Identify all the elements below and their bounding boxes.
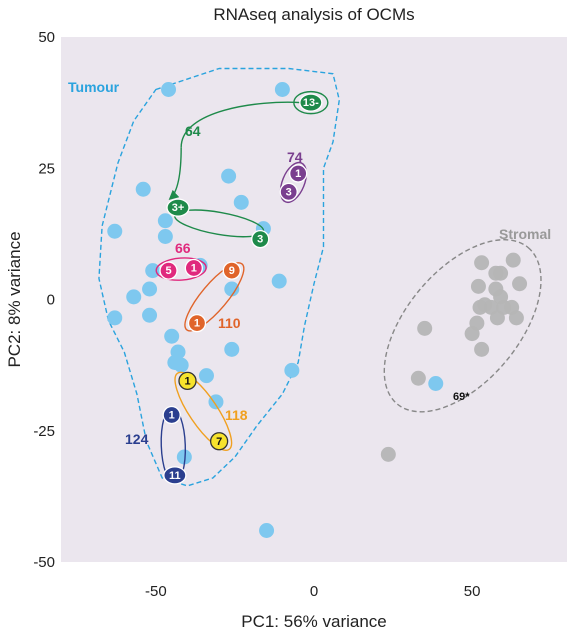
patient-label-118: 118 [225, 407, 248, 423]
sample-badge-label: 3 [286, 186, 292, 198]
x-tick-label: 0 [310, 583, 318, 600]
group-label-tumour: Tumour [68, 79, 120, 95]
tumour-point [224, 341, 240, 357]
tumour-point [224, 281, 240, 297]
sample-badge-66 [159, 261, 178, 280]
x-tick-label: -50 [145, 583, 167, 600]
x-axis-label: PC1: 56% variance [241, 612, 387, 631]
sample-badge-74 [279, 182, 298, 202]
stromal-point [380, 446, 396, 462]
sample-badge-label: 3+ [172, 202, 185, 214]
tumour-point [274, 82, 290, 97]
tumour-point [107, 223, 123, 239]
sample-badge-label: 7 [216, 436, 222, 448]
tumour-point [233, 194, 249, 210]
patient-label-64: 64 [185, 123, 201, 139]
stromal-point [470, 278, 486, 294]
stromal-point [472, 299, 488, 315]
y-tick-label: 0 [47, 292, 55, 309]
y-tick-label: 50 [38, 29, 55, 46]
group-outlines [98, 67, 542, 487]
sample-badge-label: 1 [191, 263, 197, 275]
stromal-point [508, 310, 524, 326]
tumour-point [157, 229, 173, 244]
sample-badge-74 [289, 164, 308, 183]
sample-badge-label: 9 [229, 265, 235, 277]
tumour-point [284, 362, 300, 378]
stromal-group-outline [383, 239, 542, 413]
ellipse-66 [155, 257, 207, 281]
tumour-point [126, 289, 142, 305]
sample-badge-label: 1 [169, 410, 175, 422]
tumour-point [428, 376, 444, 391]
labels: Tumour Stromal 64 74 66 110 118 124 69* [68, 79, 551, 447]
patient-label-74: 74 [287, 149, 303, 165]
x-tick-label: 50 [464, 583, 481, 600]
sample-badge-label: 13- [303, 97, 319, 109]
y-axis-label: PC2: 8% variance [5, 231, 24, 367]
sample-badge-label: 1 [184, 375, 190, 387]
arrow-64-b [168, 147, 182, 201]
tumour-point [135, 181, 151, 197]
sample-badge-label: 3 [257, 234, 263, 246]
tumour-point [142, 307, 158, 323]
sample-badge-64 [299, 93, 323, 112]
tumour-point [145, 263, 161, 279]
y-tick-label: -50 [33, 554, 55, 571]
tumour-point [271, 273, 287, 289]
stromal-point [410, 370, 426, 386]
stromal-point [505, 252, 521, 268]
tumour-point [107, 310, 123, 326]
tumour-point [173, 357, 189, 373]
sample-badge-64 [166, 198, 190, 217]
sample-badge-118 [209, 432, 229, 451]
sample-badge-66 [184, 258, 203, 278]
tumour-point [221, 168, 237, 184]
stromal-point [474, 255, 490, 271]
sample-badge-124 [162, 405, 181, 425]
tumour-point [208, 394, 224, 410]
sample-badge-label: 5 [165, 265, 171, 277]
annotation-69: 69* [453, 391, 470, 403]
chart-title: RNAseq analysis of OCMs [213, 5, 414, 24]
tumour-group-outline [98, 67, 340, 487]
sample-badge-110 [222, 261, 241, 280]
axis-ticks: -50 0 50 50 25 0 -25 -50 [33, 29, 480, 600]
ellipse-118 [174, 371, 233, 451]
sample-badge-label: 1 [295, 168, 301, 180]
y-tick-label: 25 [38, 160, 55, 177]
tumour-point [142, 281, 158, 297]
data-points [107, 82, 528, 538]
group-label-stromal: Stromal [499, 226, 551, 242]
sample-badge-64 [251, 229, 270, 249]
ellipse-110 [184, 262, 245, 332]
patient-label-110: 110 [218, 315, 241, 331]
ellipse-74 [279, 161, 308, 204]
patient-arrows [168, 101, 302, 201]
stromal-point [512, 276, 528, 292]
stromal-point [474, 341, 490, 357]
stromal-point [489, 310, 505, 326]
sample-badge-label: 1 [194, 318, 200, 330]
sample-badge-label: 11 [169, 470, 181, 482]
sample-badge-118 [178, 371, 197, 391]
arrow-64-a [180, 101, 302, 148]
sample-badge-124 [163, 466, 187, 485]
stromal-point [488, 265, 504, 281]
y-tick-label: -25 [33, 423, 55, 440]
sample-badge-110 [187, 313, 207, 333]
tumour-point [164, 328, 180, 344]
patient-label-124: 124 [125, 431, 149, 447]
tumour-point [157, 213, 173, 229]
tumour-point [176, 449, 192, 465]
patient-label-66: 66 [175, 240, 191, 256]
stromal-point [464, 326, 480, 342]
stromal-point [417, 320, 433, 336]
tumour-point [198, 368, 214, 384]
tumour-point [161, 82, 177, 97]
tumour-point [259, 523, 275, 538]
